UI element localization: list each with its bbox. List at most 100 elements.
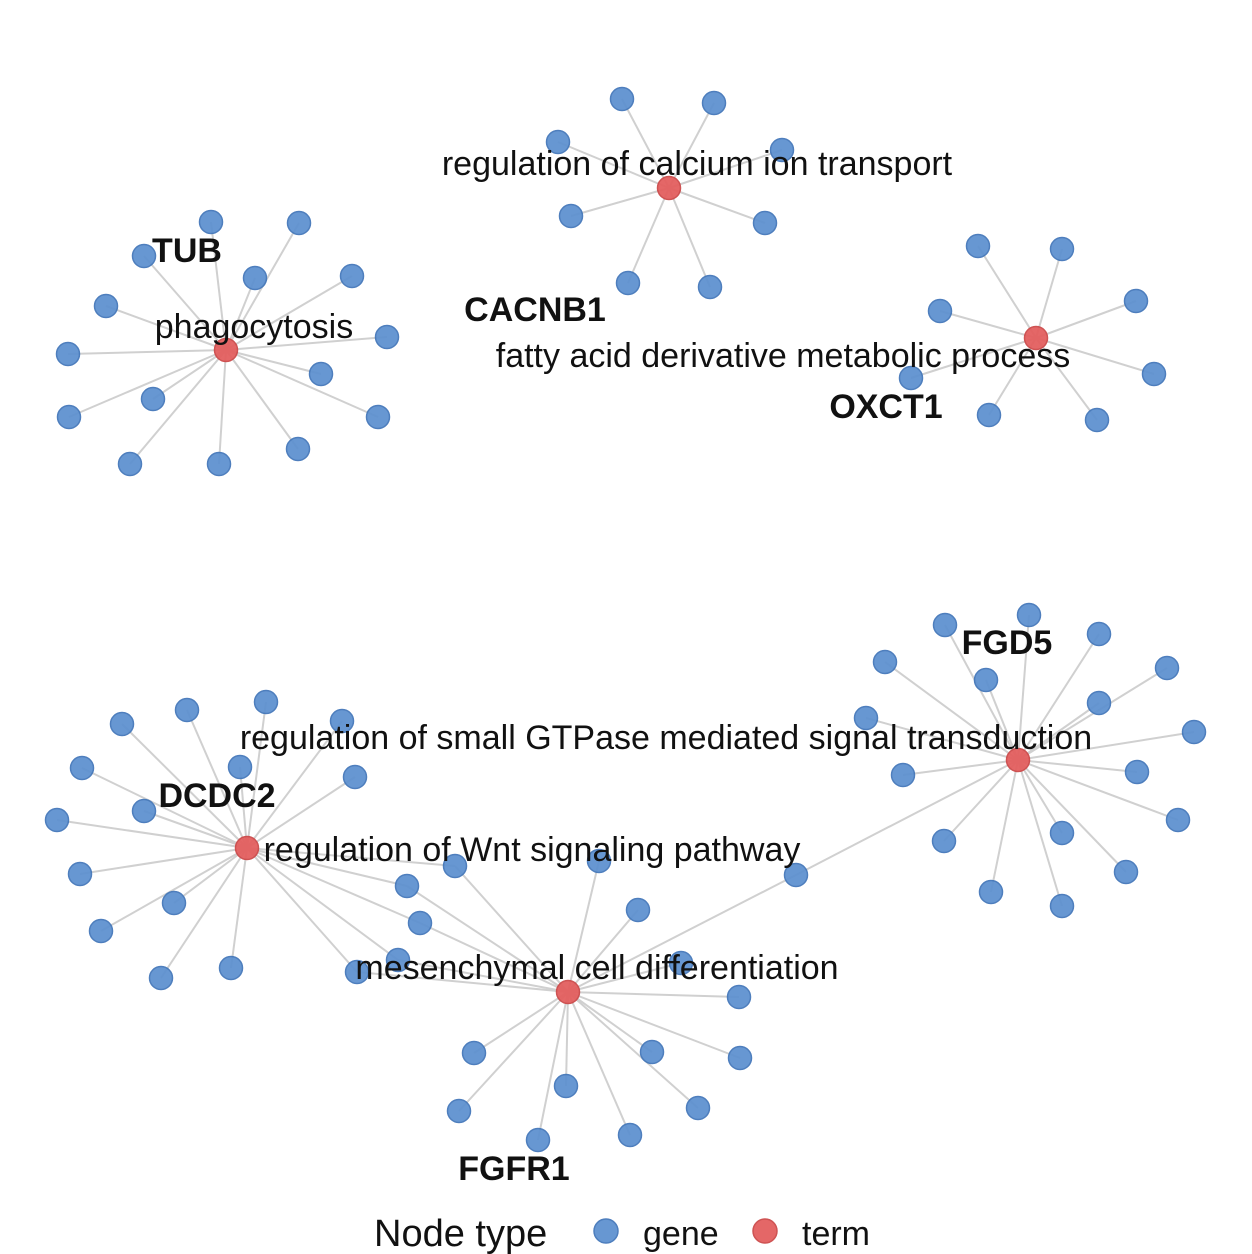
gene-node — [1141, 361, 1167, 387]
legend-term-label: term — [802, 1215, 870, 1253]
term-label-mesenchymal: mesenchymal cell differentiation — [355, 949, 838, 987]
gene-node — [545, 129, 571, 155]
gene-node — [131, 798, 157, 824]
gene-node — [342, 764, 368, 790]
edge — [1017, 731, 1195, 761]
edge — [668, 187, 766, 224]
edge — [565, 991, 569, 1087]
gene-node — [407, 910, 433, 936]
gene-node — [1084, 407, 1110, 433]
edge — [397, 959, 569, 993]
edge — [537, 991, 569, 1141]
gene-node — [206, 451, 232, 477]
edge — [100, 847, 248, 932]
gene-node — [978, 879, 1004, 905]
edge — [129, 349, 227, 465]
edge — [943, 759, 1019, 842]
gene-node — [586, 848, 612, 874]
gene-node — [609, 86, 635, 112]
gene-node — [615, 270, 641, 296]
legend-gene-swatch — [593, 1218, 619, 1244]
gene-node — [198, 209, 224, 235]
gene-node — [1016, 602, 1042, 628]
gene-node — [242, 265, 268, 291]
edge — [186, 709, 248, 849]
edge — [557, 141, 670, 189]
edge — [67, 349, 227, 355]
edge — [1017, 759, 1063, 834]
edge — [627, 187, 670, 284]
gene-node — [55, 341, 81, 367]
edge — [246, 847, 399, 961]
gene-node — [1086, 690, 1112, 716]
edge — [939, 310, 1037, 339]
gene-node — [553, 1073, 579, 1099]
edge — [246, 720, 343, 849]
gene-label-cacnb1: CACNB1 — [464, 291, 606, 329]
edge — [79, 847, 248, 875]
gene-node — [890, 762, 916, 788]
legend: Node type gene term — [374, 1213, 870, 1254]
gene-node — [525, 1127, 551, 1153]
term-label-gtpase: regulation of small GTPase mediated sign… — [240, 719, 1092, 757]
edge — [990, 759, 1019, 893]
edge — [356, 971, 569, 993]
gene-node — [174, 697, 200, 723]
edge — [668, 102, 715, 189]
edge — [1035, 337, 1155, 375]
edge — [239, 766, 248, 849]
gene-node — [1049, 820, 1075, 846]
gene-node — [442, 853, 468, 879]
edge — [454, 865, 569, 993]
gene-node — [140, 386, 166, 412]
edge — [1035, 337, 1098, 421]
gene-node — [374, 324, 400, 350]
gene-node — [161, 890, 187, 916]
term-label-fatty-acid: fatty acid derivative metabolic process — [496, 337, 1070, 375]
gene-node — [973, 667, 999, 693]
edge — [1035, 300, 1137, 339]
edge — [121, 723, 248, 849]
gene-label-fgfr1: FGFR1 — [458, 1150, 569, 1188]
gene-node — [131, 243, 157, 269]
gene-node — [685, 1095, 711, 1121]
edge — [1017, 614, 1030, 761]
gene-node — [783, 862, 809, 888]
edge — [1017, 759, 1179, 821]
term-node — [656, 175, 682, 201]
edge — [1017, 759, 1138, 773]
edge — [152, 349, 227, 400]
gene-node — [286, 210, 312, 236]
edge — [567, 991, 740, 998]
edge — [1035, 248, 1063, 339]
edge — [105, 305, 227, 351]
edge — [570, 187, 670, 217]
term-node — [1023, 325, 1049, 351]
gene-node — [727, 1045, 753, 1071]
gene-node — [1086, 621, 1112, 647]
gene-node — [1124, 759, 1150, 785]
gene-node — [1154, 655, 1180, 681]
gene-node — [56, 404, 82, 430]
edge — [246, 847, 358, 973]
edge-layer — [56, 98, 1195, 1141]
gene-node — [872, 649, 898, 675]
gene-node — [148, 965, 174, 991]
gene-node — [668, 950, 694, 976]
gene-node — [285, 436, 311, 462]
edge — [567, 991, 699, 1109]
gene-node — [697, 274, 723, 300]
edge — [567, 991, 631, 1136]
term-node — [234, 835, 260, 861]
term-node — [1005, 747, 1031, 773]
edge — [567, 860, 600, 993]
edge — [1017, 759, 1063, 907]
edge — [1017, 702, 1100, 761]
edge — [218, 349, 227, 465]
gene-label-tub: TUB — [152, 232, 222, 270]
edge — [567, 991, 653, 1053]
edge — [668, 149, 783, 189]
gene-node — [1181, 719, 1207, 745]
gene-node — [1049, 236, 1075, 262]
edge — [985, 679, 1019, 761]
